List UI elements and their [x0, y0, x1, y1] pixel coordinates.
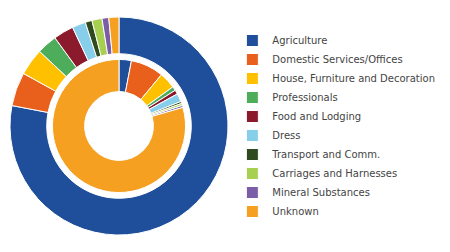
svg-text:Unknown: Unknown [272, 206, 318, 217]
svg-text:Professionals: Professionals [272, 92, 337, 103]
svg-text:Carriages and Harnesses: Carriages and Harnesses [272, 168, 397, 179]
svg-text:Agriculture: Agriculture [272, 35, 327, 46]
svg-text:House, Furniture and Decoratio: House, Furniture and Decoration [272, 73, 435, 84]
svg-text:Transport and Comm.: Transport and Comm. [271, 149, 380, 160]
svg-text:Dress: Dress [272, 130, 300, 141]
svg-text:Mineral Substances: Mineral Substances [272, 187, 370, 198]
svg-text:Food and Lodging: Food and Lodging [272, 111, 361, 122]
svg-text:Domestic Services/Offices: Domestic Services/Offices [272, 54, 402, 65]
